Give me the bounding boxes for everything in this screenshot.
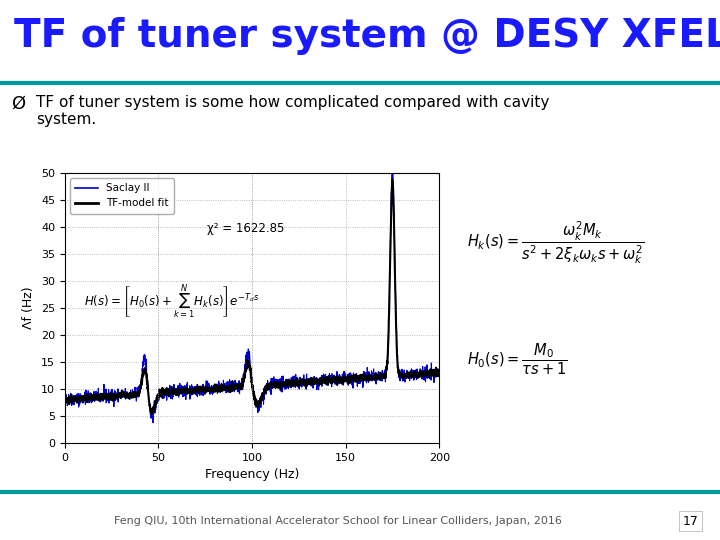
Text: Feng QIU, 10th International Accelerator School for Linear Colliders, Japan, 201: Feng QIU, 10th International Accelerator… [114,516,562,526]
Text: $H(s)=\left[H_0(s)+\sum_{k=1}^{N}H_k(s)\right]e^{-T_d s}$: $H(s)=\left[H_0(s)+\sum_{k=1}^{N}H_k(s)\… [84,284,259,321]
TF-model fit [388,177,397,183]
Text: Ø: Ø [11,95,25,113]
Legend: Saclay II, TF-model fit: Saclay II, TF-model fit [70,178,174,214]
Line: TF-model fit: TF-model fit [65,180,439,414]
Saclay II [356,375,364,382]
Text: TF of tuner system is some how complicated compared with cavity
system.: TF of tuner system is some how complicat… [36,95,549,127]
Saclay II [60,395,69,401]
Text: $H_k(s)=\dfrac{\omega_k^2 M_k}{s^2+2\xi_k\omega_k s+\omega_k^2}$: $H_k(s)=\dfrac{\omega_k^2 M_k}{s^2+2\xi_… [467,219,644,266]
TF-model fit [356,375,364,381]
TF-model fit [435,369,444,375]
Text: 17: 17 [683,515,698,528]
Saclay II [233,381,241,387]
Text: TF of tuner system @ DESY XFEL: TF of tuner system @ DESY XFEL [14,17,720,55]
Saclay II [424,371,433,377]
TF-model fit [147,411,156,417]
TF-model fit [80,396,89,403]
TF-model fit [243,357,251,364]
Text: $H_0(s)=\dfrac{M_0}{\tau s+1}$: $H_0(s)=\dfrac{M_0}{\tau s+1}$ [467,341,567,377]
TF-model fit [424,374,433,381]
Saclay II [424,369,433,376]
Saclay II [149,420,158,426]
Saclay II [387,170,396,176]
TF-model fit [233,385,241,392]
Saclay II [80,396,89,403]
Saclay II [243,353,251,359]
TF-model fit [60,397,69,404]
TF-model fit [424,371,433,377]
Y-axis label: Λf (Hz): Λf (Hz) [22,287,35,329]
Saclay II [435,372,444,378]
X-axis label: Frequency (Hz): Frequency (Hz) [204,468,300,481]
Line: Saclay II: Saclay II [65,173,439,423]
Text: χ² = 1622.85: χ² = 1622.85 [207,222,284,235]
